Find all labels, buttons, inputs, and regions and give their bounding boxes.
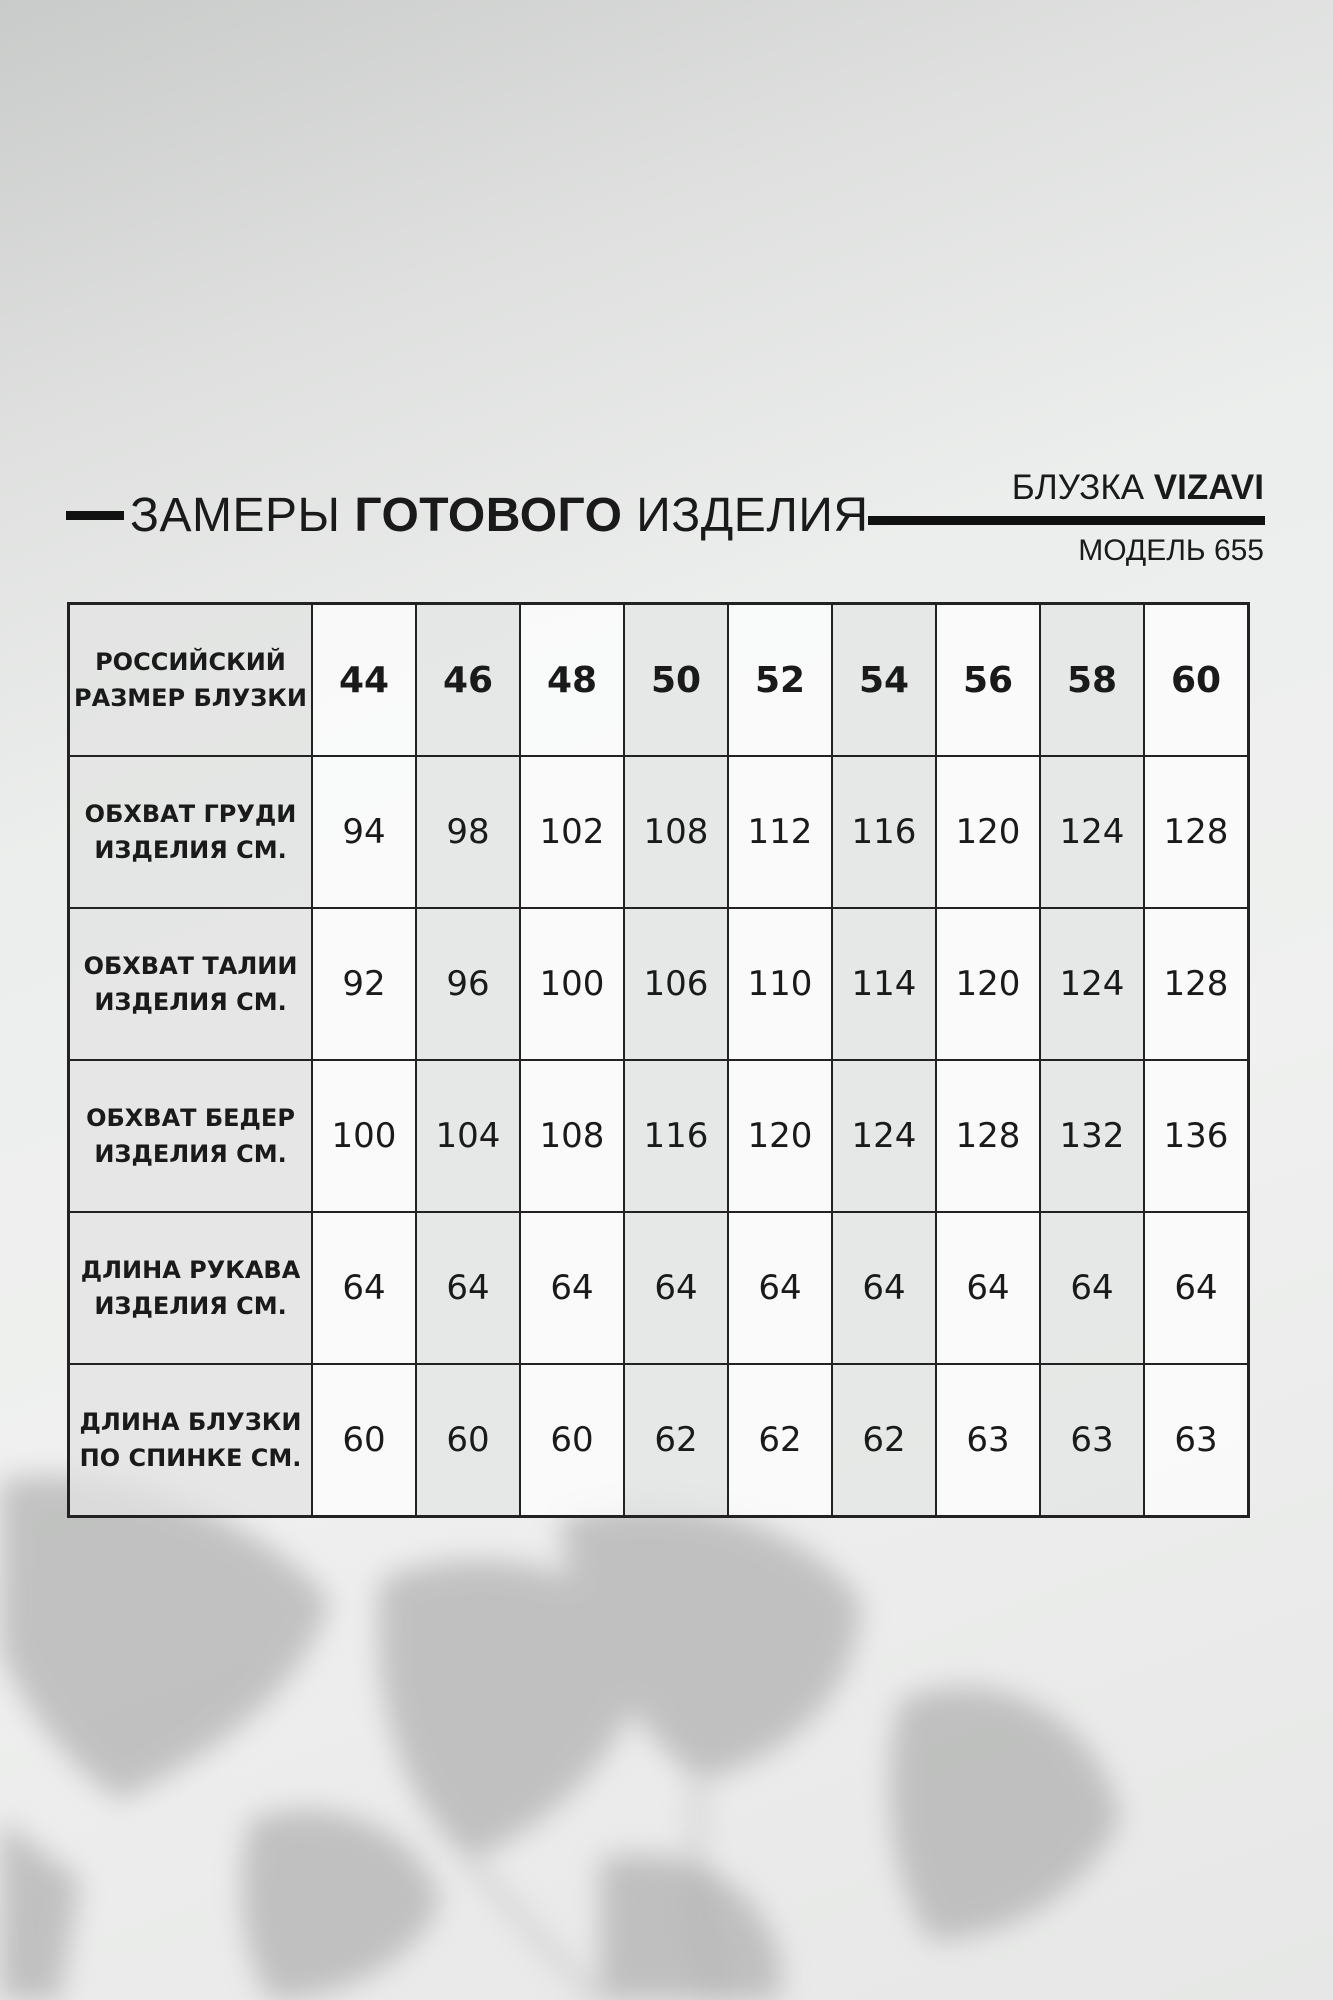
heading-part3: ИЗДЕЛИЯ [636, 489, 869, 542]
brand-name: VIZAVI [1153, 468, 1264, 507]
value-cell: 63 [935, 1363, 1041, 1518]
row-label: ОБХВАТ ГРУДИ ИЗДЕЛИЯ СМ. [67, 755, 313, 909]
value-cell: 112 [727, 755, 833, 909]
size-cell: 50 [623, 602, 729, 757]
heading-title: ЗАМЕРЫ ГОТОВОГО ИЗДЕЛИЯ [130, 488, 868, 543]
table-row: ОБХВАТ ТАЛИИ ИЗДЕЛИЯ СМ. 92 96 100 106 110 114… [67, 907, 1250, 1061]
value-cell: 120 [935, 907, 1041, 1061]
size-cell: 46 [415, 602, 521, 757]
value-cell: 104 [415, 1059, 521, 1213]
value-cell: 62 [727, 1363, 833, 1518]
value-cell: 60 [311, 1363, 417, 1518]
row-label: ДЛИНА БЛУЗКИ ПО СПИНКЕ СМ. [67, 1363, 313, 1518]
value-cell: 108 [519, 1059, 625, 1213]
value-cell: 128 [935, 1059, 1041, 1213]
value-cell: 124 [831, 1059, 937, 1213]
section-heading: ЗАМЕРЫ ГОТОВОГО ИЗДЕЛИЯ [66, 488, 868, 543]
value-cell: 98 [415, 755, 521, 909]
product-brand: БЛУЗКА VIZAVI [1012, 468, 1264, 508]
product-model: МОДЕЛЬ 655 [1078, 534, 1264, 567]
value-cell: 116 [623, 1059, 729, 1213]
value-cell: 94 [311, 755, 417, 909]
table-row: ДЛИНА РУКАВА ИЗДЕЛИЯ СМ. 64 64 64 64 64 64 64 64… [67, 1211, 1250, 1365]
heading-bar-left [66, 511, 124, 520]
table-row: ОБХВАТ ГРУДИ ИЗДЕЛИЯ СМ. 94 98 102 108 112 116… [67, 755, 1250, 909]
value-cell: 60 [415, 1363, 521, 1518]
row-label: ДЛИНА РУКАВА ИЗДЕЛИЯ СМ. [67, 1211, 313, 1365]
value-cell: 64 [935, 1211, 1041, 1365]
value-cell: 128 [1143, 755, 1250, 909]
size-cell: 60 [1143, 602, 1250, 757]
value-cell: 63 [1039, 1363, 1145, 1518]
value-cell: 102 [519, 755, 625, 909]
size-cell: 56 [935, 602, 1041, 757]
value-cell: 124 [1039, 755, 1145, 909]
value-cell: 124 [1039, 907, 1145, 1061]
table-header-row: РОССИЙСКИЙ РАЗМЕР БЛУЗКИ 44 46 48 50 52 54 56 58… [67, 602, 1250, 757]
heading-bar-right [868, 516, 1265, 525]
size-cell: 52 [727, 602, 833, 757]
value-cell: 64 [1039, 1211, 1145, 1365]
value-cell: 120 [727, 1059, 833, 1213]
row-label: РОССИЙСКИЙ РАЗМЕР БЛУЗКИ [67, 602, 313, 757]
value-cell: 106 [623, 907, 729, 1061]
row-label: ОБХВАТ ТАЛИИ ИЗДЕЛИЯ СМ. [67, 907, 313, 1061]
value-cell: 100 [519, 907, 625, 1061]
value-cell: 100 [311, 1059, 417, 1213]
value-cell: 64 [831, 1211, 937, 1365]
value-cell: 64 [415, 1211, 521, 1365]
row-label: ОБХВАТ БЕДЕР ИЗДЕЛИЯ СМ. [67, 1059, 313, 1213]
value-cell: 62 [831, 1363, 937, 1518]
value-cell: 64 [727, 1211, 833, 1365]
value-cell: 136 [1143, 1059, 1250, 1213]
value-cell: 114 [831, 907, 937, 1061]
table-row: ОБХВАТ БЕДЕР ИЗДЕЛИЯ СМ. 100 104 108 116 120 1… [67, 1059, 1250, 1213]
value-cell: 96 [415, 907, 521, 1061]
value-cell: 128 [1143, 907, 1250, 1061]
value-cell: 62 [623, 1363, 729, 1518]
value-cell: 64 [519, 1211, 625, 1365]
value-cell: 120 [935, 755, 1041, 909]
value-cell: 108 [623, 755, 729, 909]
value-cell: 64 [1143, 1211, 1250, 1365]
size-cell: 44 [311, 602, 417, 757]
value-cell: 110 [727, 907, 833, 1061]
table-row: ДЛИНА БЛУЗКИ ПО СПИНКЕ СМ. 60 60 60 62 62 62 63… [67, 1363, 1250, 1518]
product-type: БЛУЗКА [1011, 468, 1145, 507]
value-cell: 60 [519, 1363, 625, 1518]
value-cell: 64 [623, 1211, 729, 1365]
value-cell: 64 [311, 1211, 417, 1365]
value-cell: 92 [311, 907, 417, 1061]
size-cell: 54 [831, 602, 937, 757]
value-cell: 132 [1039, 1059, 1145, 1213]
heading-part1: ЗАМЕРЫ [130, 489, 341, 542]
size-cell: 48 [519, 602, 625, 757]
value-cell: 116 [831, 755, 937, 909]
size-table: РОССИЙСКИЙ РАЗМЕР БЛУЗКИ 44 46 48 50 52 54 56 58… [67, 602, 1250, 1518]
value-cell: 63 [1143, 1363, 1250, 1518]
size-cell: 58 [1039, 602, 1145, 757]
heading-part2: ГОТОВОГО [354, 489, 623, 542]
